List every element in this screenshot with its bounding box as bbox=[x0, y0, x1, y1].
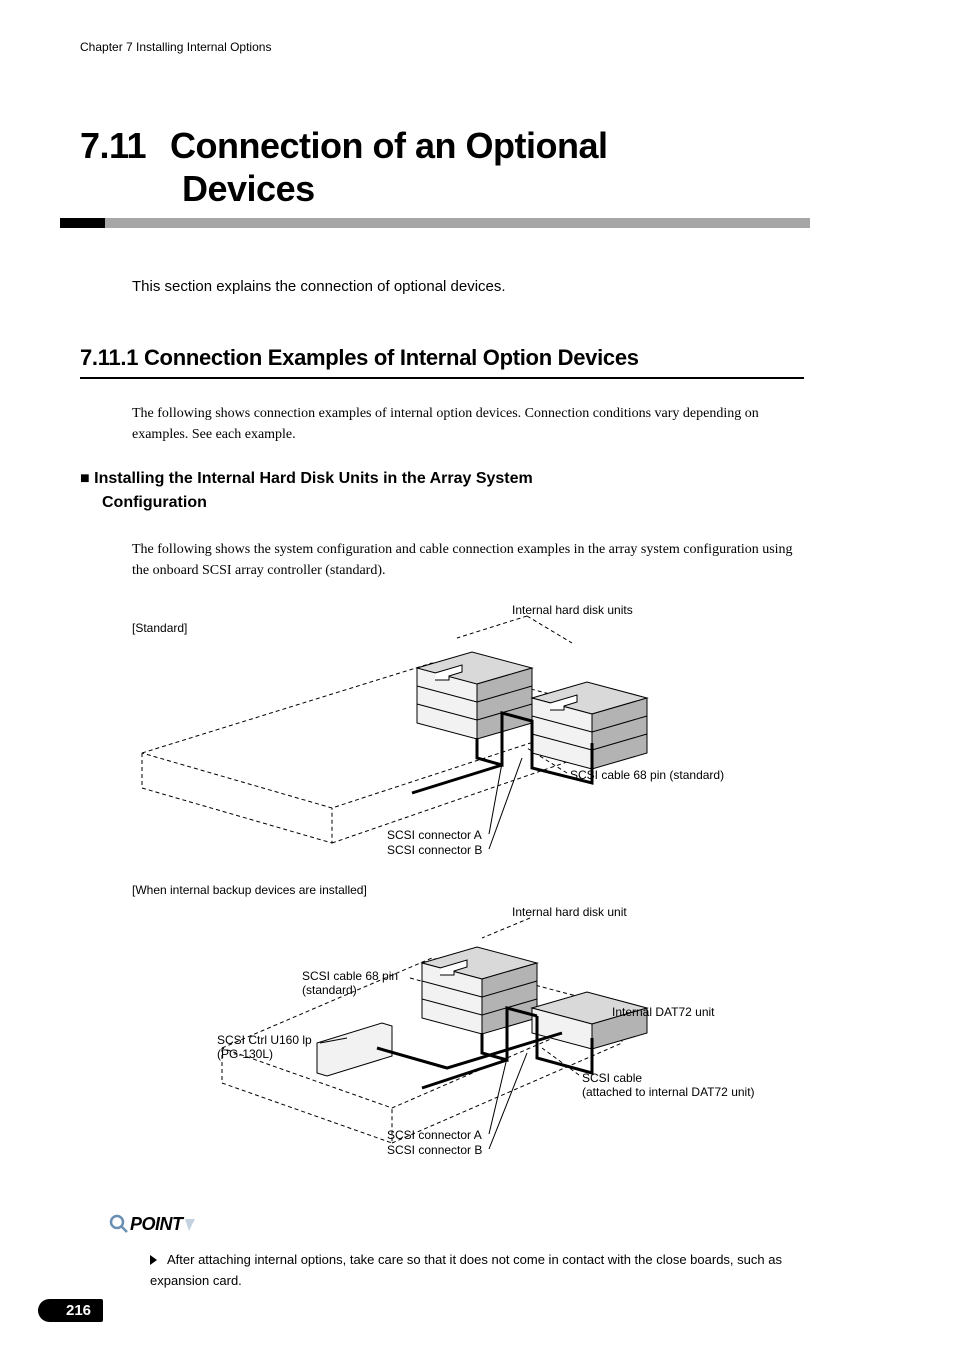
square-marker-icon: ■ bbox=[80, 470, 90, 487]
point-text: After attaching internal options, take c… bbox=[150, 1250, 804, 1292]
diagram-backup: [When internal backup devices are instal… bbox=[132, 883, 812, 1183]
subsection-line2: Configuration bbox=[102, 491, 804, 515]
diagram2-connb: SCSI connector B bbox=[387, 1143, 482, 1157]
diagram2-ctrl-2: (PG-130L) bbox=[217, 1047, 273, 1061]
diagram2-conna: SCSI connector A bbox=[387, 1128, 482, 1142]
diagram1-conna-label: SCSI connector A bbox=[387, 828, 482, 842]
diagram2-scsi68-1: SCSI cable 68 pin bbox=[302, 969, 398, 983]
magnifier-icon bbox=[108, 1213, 130, 1235]
main-title-wrap: 7.11Connection of an Optional Devices bbox=[80, 124, 804, 210]
accent-bar bbox=[60, 218, 810, 228]
diagram2-dat72: Internal DAT72 unit bbox=[612, 1005, 715, 1019]
page-number: 216 bbox=[50, 1299, 103, 1322]
point-body: After attaching internal options, take c… bbox=[150, 1252, 782, 1288]
diagram1-connb-label: SCSI connector B bbox=[387, 843, 482, 857]
section-title: Connection Examples of Internal Option D… bbox=[144, 345, 639, 370]
diagram2-cable-1: SCSI cable bbox=[582, 1071, 642, 1085]
subsection-heading: ■ Installing the Internal Hard Disk Unit… bbox=[80, 467, 804, 515]
section-heading: 7.11.1 Connection Examples of Internal O… bbox=[80, 345, 804, 379]
point-label-text: POINT bbox=[130, 1214, 183, 1235]
title-line1: Connection of an Optional bbox=[170, 124, 607, 167]
point-callout: POINT bbox=[108, 1213, 954, 1240]
subsection-line1: Installing the Internal Hard Disk Units … bbox=[94, 470, 533, 487]
page-header: Chapter 7 Installing Internal Options bbox=[0, 40, 954, 54]
diagram1-hdu-label: Internal hard disk units bbox=[512, 603, 633, 617]
title-number: 7.11 bbox=[80, 124, 170, 167]
diagram1-caption: [Standard] bbox=[132, 621, 187, 635]
point-trail-icon bbox=[185, 1213, 199, 1235]
intro-text: This section explains the connection of … bbox=[132, 278, 772, 295]
section-para: The following shows connection examples … bbox=[132, 403, 804, 445]
section-number: 7.11.1 bbox=[80, 345, 138, 370]
accent-gray bbox=[105, 218, 810, 228]
title-line2: Devices bbox=[182, 167, 804, 210]
main-title: 7.11Connection of an Optional Devices bbox=[80, 124, 804, 210]
diagram2-hdu-label: Internal hard disk unit bbox=[512, 905, 627, 919]
point-label: POINT bbox=[108, 1213, 199, 1235]
triangle-bullet-icon bbox=[150, 1255, 157, 1265]
diagram2-scsi68-2: (standard) bbox=[302, 983, 357, 997]
diagram2-caption: [When internal backup devices are instal… bbox=[132, 883, 367, 897]
diagram-standard: [Standard] Internal hard disk units SCSI… bbox=[132, 603, 812, 883]
diagram2-cable-2: (attached to internal DAT72 unit) bbox=[582, 1085, 755, 1099]
diagram1-scsi68-label: SCSI cable 68 pin (standard) bbox=[570, 768, 724, 782]
diagram2-ctrl-1: SCSI Ctrl U160 lp bbox=[217, 1033, 312, 1047]
accent-black bbox=[60, 218, 105, 228]
subsection-para: The following shows the system configura… bbox=[132, 539, 804, 581]
